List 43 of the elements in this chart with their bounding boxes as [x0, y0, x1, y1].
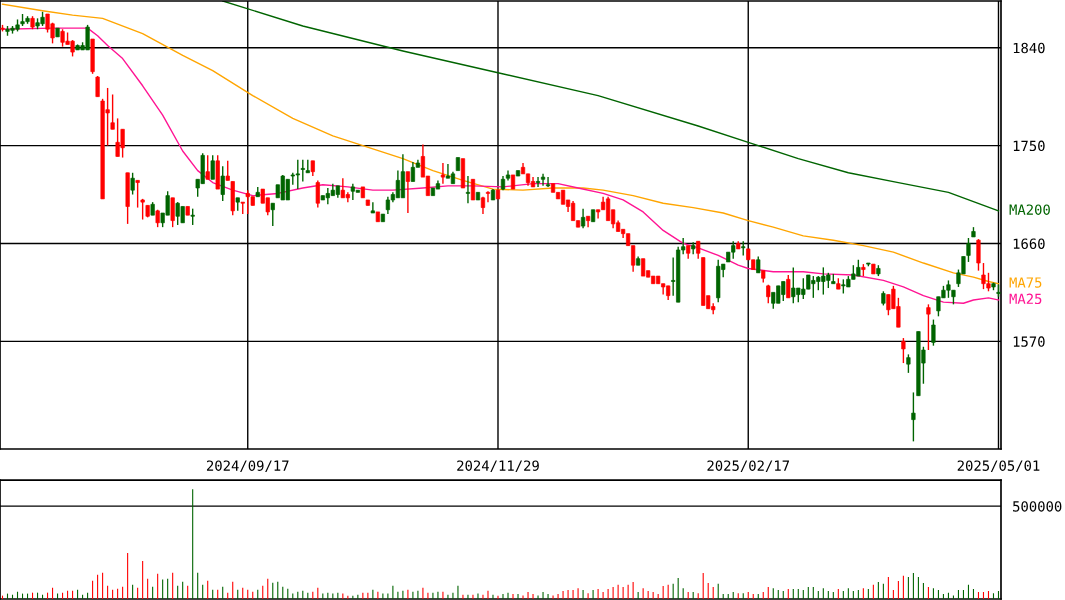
candlestick	[440, 162, 446, 185]
y-tick-label: 1840	[1013, 42, 1045, 54]
candlestick	[270, 202, 275, 227]
x-tick-label: 2025/05/01	[957, 460, 1040, 473]
candlestick	[110, 93, 115, 130]
series-label: MA200	[1009, 204, 1050, 215]
candlestick	[225, 160, 230, 182]
candlestick	[580, 207, 586, 229]
candlestick	[170, 197, 175, 228]
y-tick-label: 1570	[1013, 336, 1045, 347]
candlestick	[130, 172, 135, 196]
candlestick	[370, 201, 375, 214]
candlestick	[205, 154, 210, 180]
candlestick	[966, 237, 971, 263]
candlestick	[220, 165, 225, 202]
candlestick	[911, 391, 916, 443]
candlestick	[465, 175, 471, 204]
candlestick	[906, 353, 911, 374]
candlestick	[315, 179, 320, 209]
candlestick	[405, 170, 411, 214]
candlestick	[540, 173, 546, 187]
candlestick	[210, 154, 215, 180]
candlestick	[300, 159, 305, 183]
y-tick-label: 1660	[1013, 238, 1045, 249]
line-series	[222, 0, 1000, 212]
candlestick	[901, 337, 906, 364]
candlestick	[786, 274, 791, 299]
candlestick	[535, 176, 541, 188]
x-tick-label: 2024/11/29	[457, 460, 539, 473]
candlestick	[470, 178, 476, 201]
candlestick	[926, 303, 931, 351]
candlestick	[931, 318, 936, 347]
candlestick	[976, 238, 981, 272]
candlestick	[135, 179, 140, 209]
y-tick-label: 1750	[1013, 140, 1045, 152]
series-label: MA25	[1009, 293, 1042, 305]
x-tick-label: 2024/09/17	[206, 460, 289, 473]
y-tick-label: 500000	[1013, 501, 1062, 512]
x-tick-label: 2025/02/17	[707, 460, 790, 473]
series-label: MA75	[1009, 277, 1042, 288]
candlestick	[410, 161, 416, 183]
candlestick	[545, 176, 551, 188]
candlestick	[485, 190, 491, 203]
